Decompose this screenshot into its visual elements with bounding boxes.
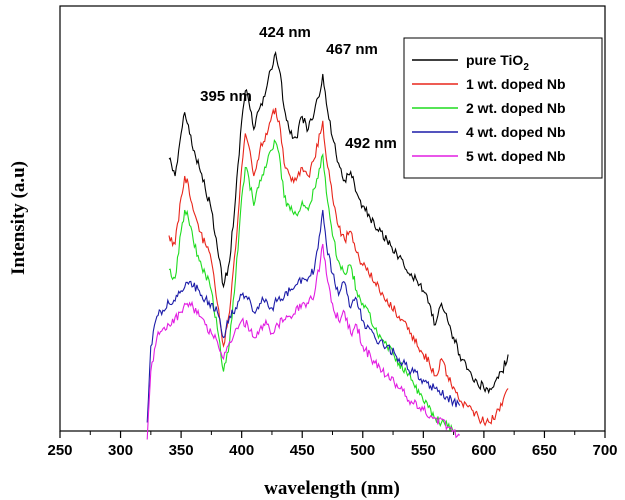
x-tick-label: 500 — [350, 442, 375, 459]
peak-annotations: 395 nm 424 nm 467 nm 492 nm — [200, 24, 397, 152]
x-tick-label: 350 — [169, 442, 194, 459]
peak-label: 395 nm — [200, 88, 252, 105]
series-line-1 — [168, 50, 509, 395]
series-line-3 — [168, 139, 455, 432]
legend-label-subscript: 2 — [523, 62, 529, 73]
legend-label-main: 2 wt. doped Nb — [466, 100, 566, 116]
x-tick-label: 250 — [47, 442, 72, 459]
series-line-5 — [146, 243, 461, 440]
x-tick-label: 550 — [411, 442, 436, 459]
legend-label: 5 wt. doped Nb — [466, 148, 566, 164]
x-tick-label: 300 — [108, 442, 133, 459]
peak-label: 467 nm — [326, 41, 378, 58]
legend-label: 4 wt. doped Nb — [466, 124, 566, 140]
x-axis-ticks: 250 300 350 400 450 500 550 600 650 700 — [47, 431, 618, 459]
legend-label-main: 5 wt. doped Nb — [466, 148, 566, 164]
legend-label-main: 4 wt. doped Nb — [466, 124, 566, 140]
legend-items: pure TiO2 1 wt. doped Nb 2 wt. doped Nb 4 w… — [412, 52, 566, 164]
peak-label: 492 nm — [345, 135, 397, 152]
series-lines — [146, 50, 509, 440]
x-tick-label: 650 — [532, 442, 557, 459]
x-tick-label: 400 — [229, 442, 254, 459]
legend-label-main: pure TiO — [466, 52, 523, 68]
legend-label: 2 wt. doped Nb — [466, 100, 566, 116]
peak-label: 424 nm — [259, 24, 311, 41]
legend-label-main: 1 wt. doped Nb — [466, 76, 566, 92]
legend-label: pure TiO2 — [466, 52, 529, 73]
legend: pure TiO2 1 wt. doped Nb 2 wt. doped Nb 4 w… — [403, 37, 603, 179]
x-tick-label: 700 — [592, 442, 617, 459]
x-tick-label: 600 — [471, 442, 496, 459]
y-axis-title: Intensity (a.u) — [8, 161, 29, 275]
x-axis-title: wavelength (nm) — [264, 478, 400, 499]
series-line-4 — [146, 209, 461, 423]
legend-label: 1 wt. doped Nb — [466, 76, 566, 92]
x-tick-label: 450 — [290, 442, 315, 459]
